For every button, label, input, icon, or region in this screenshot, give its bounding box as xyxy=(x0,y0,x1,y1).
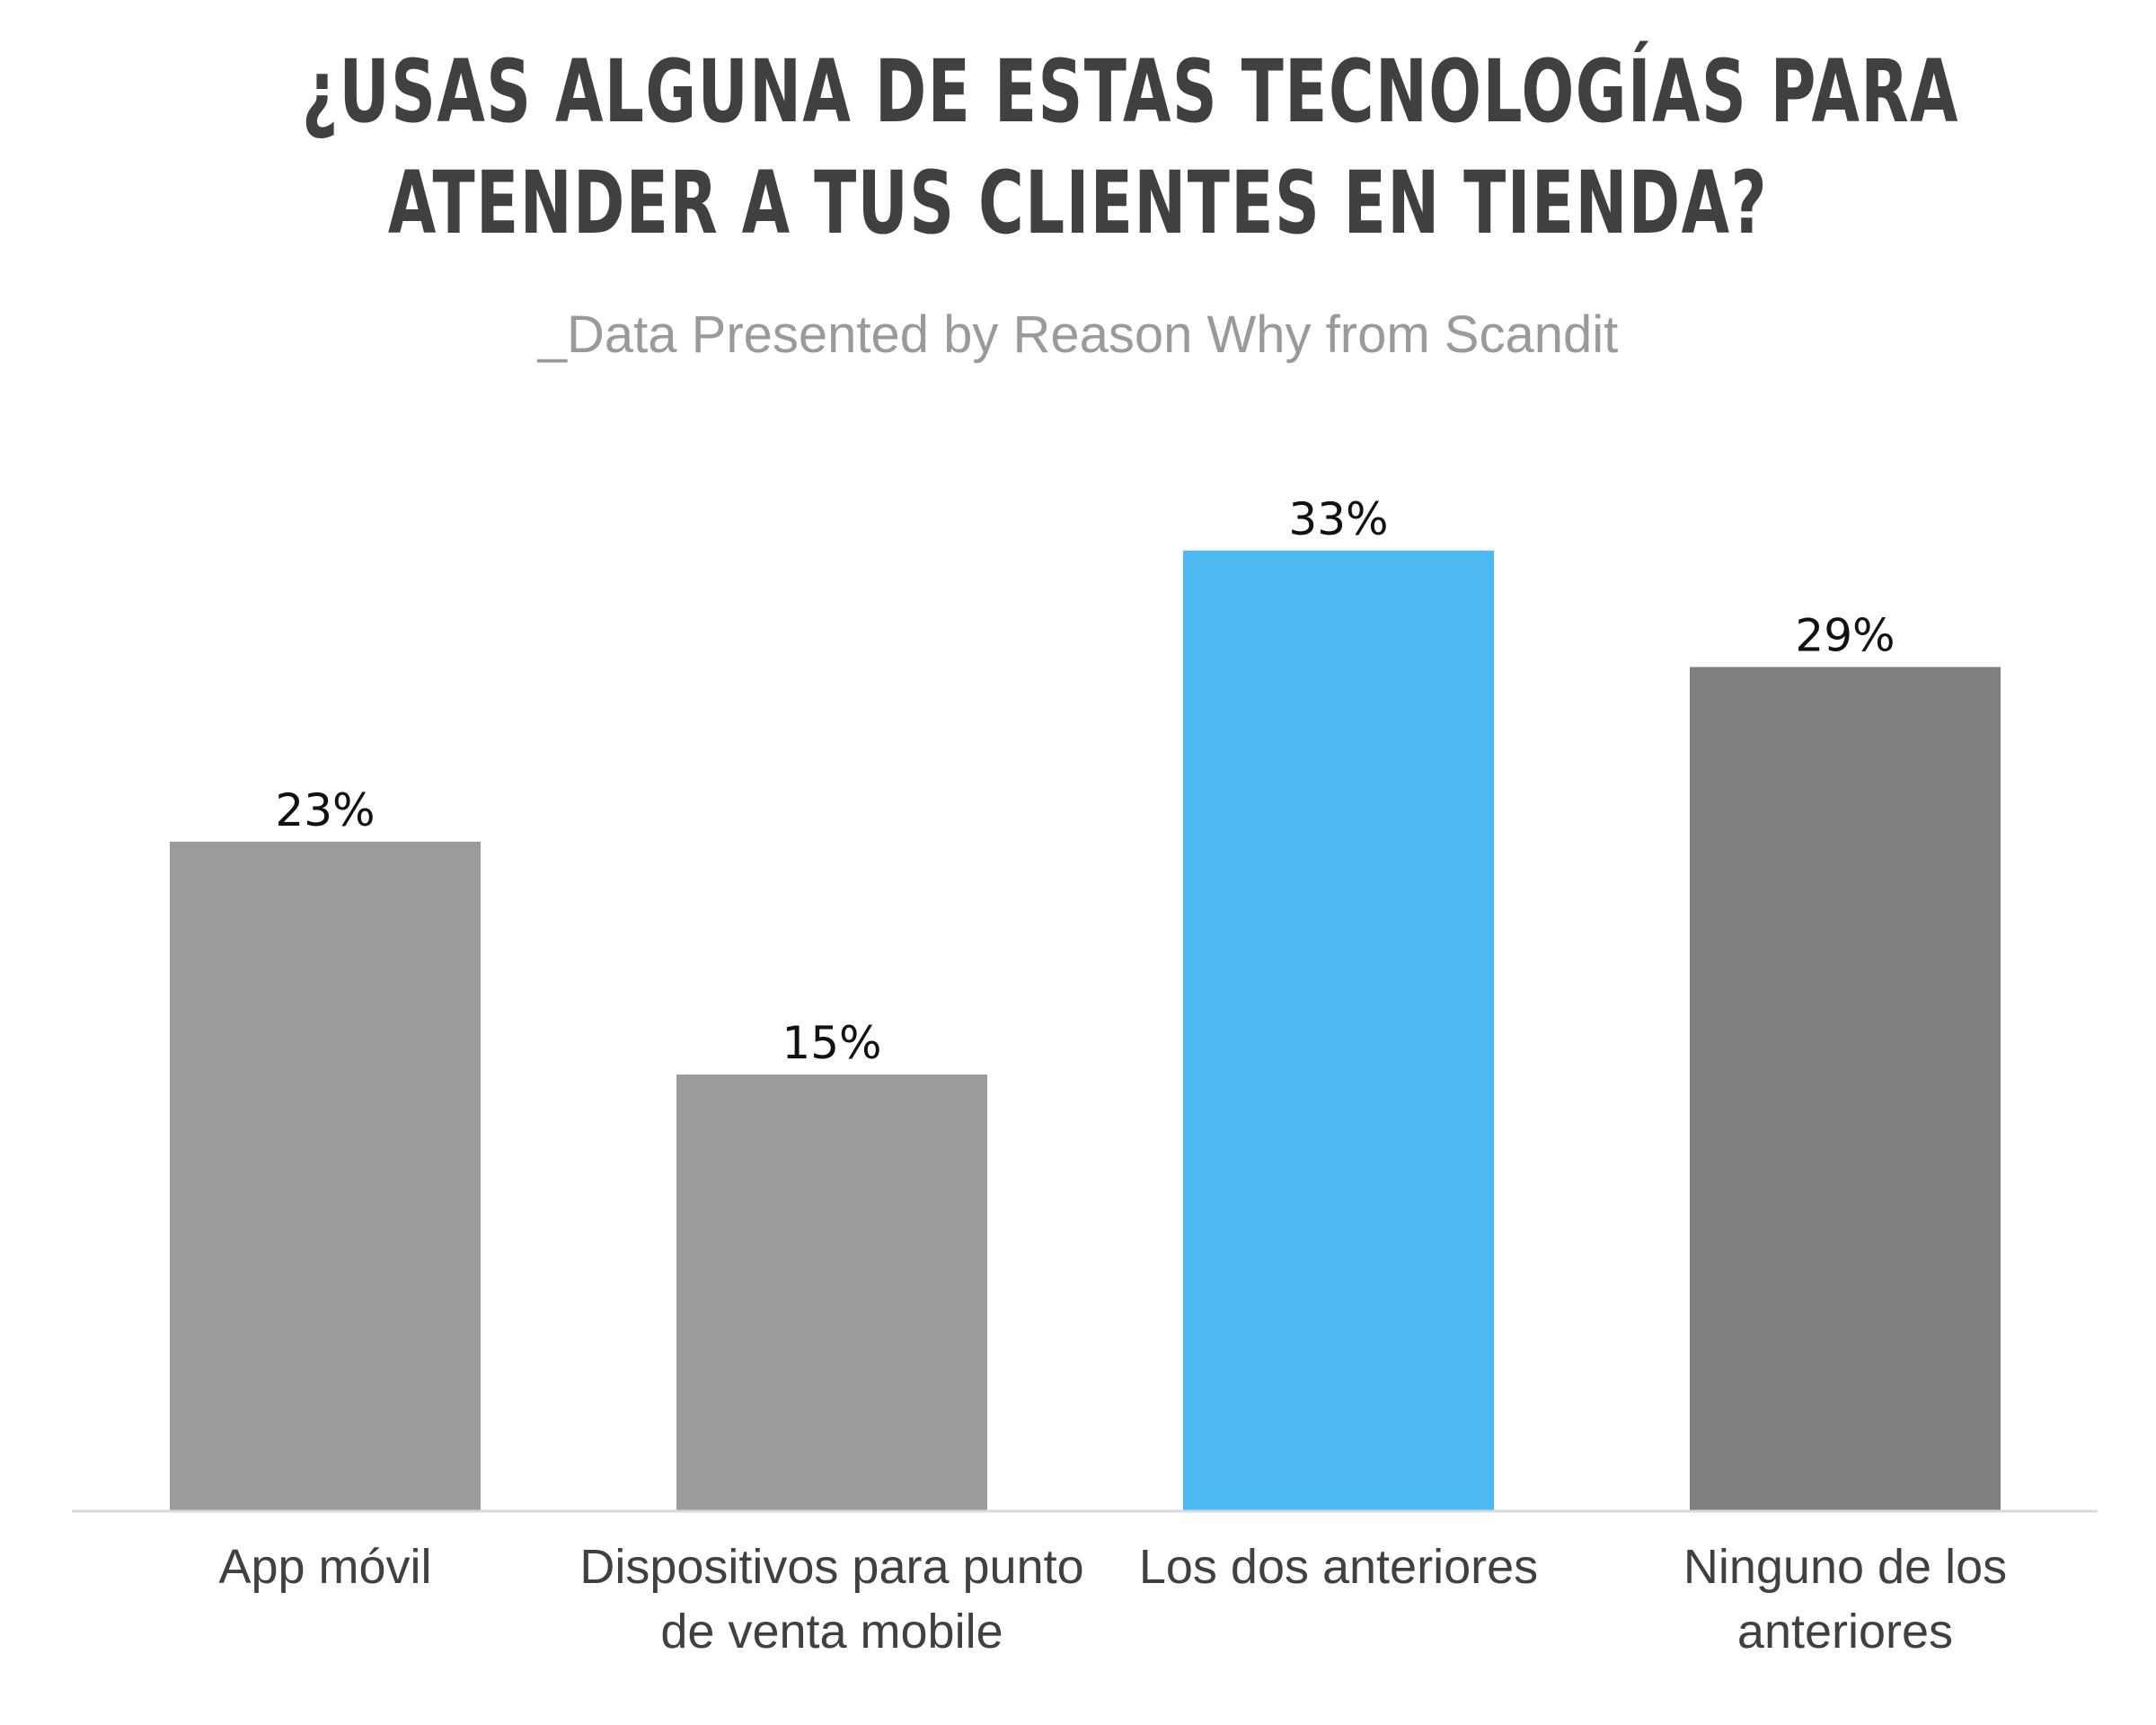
chart-title: ¿USAS ALGUNA DE ESTAS TECNOLOGÍAS PARA A… xyxy=(301,36,1959,259)
bar-3 xyxy=(1183,550,1494,1511)
bar-1 xyxy=(170,841,481,1511)
category-label-2: Dispositivos para punto de venta mobile xyxy=(579,1540,1083,1659)
category-label-1-line-1: App móvil xyxy=(218,1540,431,1594)
category-label-4-line-1: Ninguno de los xyxy=(1683,1540,2007,1594)
bar-4 xyxy=(1690,667,2001,1511)
category-labels: App móvil Dispositivos para punto de venta… xyxy=(218,1540,2007,1659)
category-label-1: App móvil xyxy=(218,1540,431,1594)
bar-value-label-3: 33% xyxy=(1288,493,1388,545)
bar-value-label-4: 29% xyxy=(1795,609,1895,661)
chart-title-line-1: ¿USAS ALGUNA DE ESTAS TECNOLOGÍAS PARA xyxy=(301,41,1959,142)
category-label-2-line-1: Dispositivos para punto xyxy=(579,1540,1083,1594)
category-label-2-line-2: de venta mobile xyxy=(660,1605,1003,1659)
category-label-3: Los dos anteriores xyxy=(1139,1540,1538,1594)
chart-title-line-2: ATENDER A TUS CLIENTES EN TIENDA? xyxy=(387,153,1769,253)
category-label-3-line-1: Los dos anteriores xyxy=(1139,1540,1538,1594)
bar-value-labels: 23% 15% 33% 29% xyxy=(275,493,1895,1069)
bar-2 xyxy=(676,1075,987,1511)
category-label-4: Ninguno de los anteriores xyxy=(1683,1540,2007,1659)
category-label-4-line-2: anteriores xyxy=(1737,1605,1953,1659)
chart-subtitle: _Data Presented by Reason Why from Scand… xyxy=(537,305,1619,364)
bars-group xyxy=(170,550,2001,1511)
bar-value-label-2: 15% xyxy=(782,1017,881,1069)
bar-value-label-1: 23% xyxy=(275,784,375,836)
